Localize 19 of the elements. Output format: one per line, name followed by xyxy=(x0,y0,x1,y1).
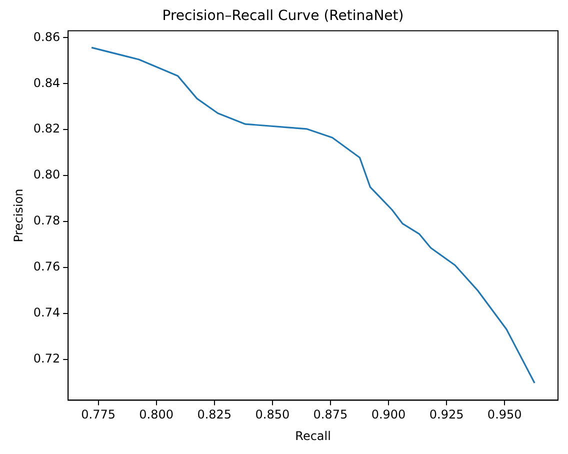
y-tick-label: 0.84 xyxy=(33,76,60,90)
x-tick-label: 0.950 xyxy=(487,408,522,422)
x-tick-label: 0.800 xyxy=(139,408,174,422)
y-tick-label: 0.78 xyxy=(33,214,60,228)
y-tick-label: 0.76 xyxy=(33,260,60,274)
x-tick-label: 0.875 xyxy=(313,408,348,422)
y-tick-label: 0.86 xyxy=(33,30,60,44)
y-tick-label: 0.80 xyxy=(33,168,60,182)
x-tick-label: 0.775 xyxy=(81,408,116,422)
x-tick-label: 0.850 xyxy=(255,408,290,422)
chart-title: Precision–Recall Curve (RetinaNet) xyxy=(162,8,404,24)
y-tick-label: 0.74 xyxy=(33,305,60,320)
x-tick-label: 0.925 xyxy=(429,408,464,422)
x-axis-title: Recall xyxy=(295,428,331,443)
x-tick-label: 0.825 xyxy=(197,408,232,422)
y-tick-label: 0.72 xyxy=(33,351,60,366)
x-tick-label: 0.900 xyxy=(371,408,406,422)
y-tick-label: 0.82 xyxy=(33,122,60,136)
y-axis-title: Precision xyxy=(11,188,26,242)
